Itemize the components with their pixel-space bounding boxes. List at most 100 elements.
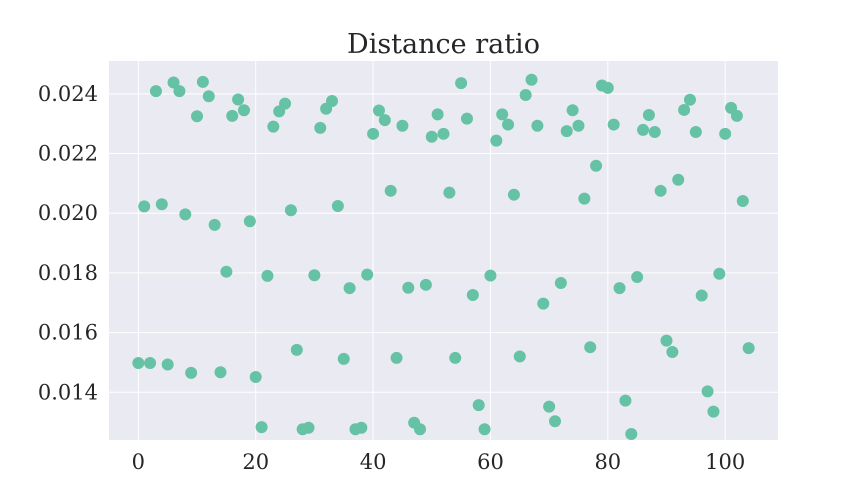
data-point bbox=[730, 109, 743, 122]
data-point bbox=[490, 134, 503, 147]
data-point bbox=[402, 281, 415, 294]
data-point bbox=[431, 108, 444, 121]
data-point bbox=[249, 371, 262, 384]
data-point bbox=[414, 423, 427, 436]
chart-title: Distance ratio bbox=[347, 29, 540, 60]
data-point bbox=[513, 350, 526, 363]
data-point bbox=[237, 104, 250, 117]
data-point bbox=[519, 89, 532, 102]
data-point bbox=[695, 289, 708, 302]
data-point bbox=[472, 399, 485, 412]
data-point bbox=[331, 200, 344, 213]
x-tick-label: 60 bbox=[477, 450, 504, 474]
data-point bbox=[566, 104, 579, 117]
data-point bbox=[719, 127, 732, 140]
data-point bbox=[443, 186, 456, 199]
data-point bbox=[613, 282, 626, 295]
data-point bbox=[437, 127, 450, 140]
data-point bbox=[484, 269, 497, 282]
data-point bbox=[601, 81, 614, 94]
data-point bbox=[132, 357, 145, 370]
y-tick-label: 0.024 bbox=[38, 82, 98, 106]
data-point bbox=[425, 130, 438, 143]
x-axis-ticks: 0 20 40 60 80 100 bbox=[132, 450, 746, 474]
data-point bbox=[179, 208, 192, 221]
y-tick-label: 0.014 bbox=[38, 380, 98, 404]
x-tick-label: 80 bbox=[594, 450, 621, 474]
data-point bbox=[683, 93, 696, 106]
data-point bbox=[261, 269, 274, 282]
data-point bbox=[672, 173, 685, 186]
data-point bbox=[167, 76, 180, 89]
data-point bbox=[384, 184, 397, 197]
data-point bbox=[185, 366, 198, 379]
data-point bbox=[144, 357, 157, 370]
plot-background bbox=[109, 61, 778, 440]
data-point bbox=[660, 334, 673, 347]
data-point bbox=[202, 90, 215, 103]
data-point bbox=[267, 120, 280, 133]
data-point bbox=[631, 271, 644, 284]
data-point bbox=[554, 277, 567, 290]
data-point bbox=[226, 109, 239, 122]
data-point bbox=[343, 282, 356, 295]
data-point bbox=[619, 394, 632, 407]
data-point bbox=[372, 104, 385, 117]
data-point bbox=[531, 119, 544, 132]
data-point bbox=[455, 77, 468, 90]
data-point bbox=[314, 121, 327, 134]
x-tick-label: 40 bbox=[360, 450, 387, 474]
data-points bbox=[132, 73, 755, 441]
data-point bbox=[138, 200, 151, 213]
data-point bbox=[625, 428, 638, 441]
data-point bbox=[326, 94, 338, 107]
data-point bbox=[302, 421, 315, 434]
y-tick-label: 0.018 bbox=[38, 261, 98, 285]
data-point bbox=[232, 93, 245, 106]
data-point bbox=[279, 97, 292, 110]
data-point bbox=[654, 184, 667, 197]
data-point bbox=[584, 341, 597, 354]
data-point bbox=[378, 114, 391, 127]
data-point bbox=[308, 269, 321, 282]
grid bbox=[109, 61, 778, 440]
data-point bbox=[161, 358, 174, 371]
data-point bbox=[191, 110, 204, 123]
data-point bbox=[502, 118, 515, 131]
data-point bbox=[214, 366, 227, 379]
data-point bbox=[678, 103, 691, 116]
y-tick-label: 0.022 bbox=[38, 142, 98, 166]
data-point bbox=[537, 297, 550, 310]
data-point bbox=[648, 126, 661, 139]
data-point bbox=[607, 118, 620, 131]
y-tick-label: 0.016 bbox=[38, 321, 98, 345]
data-point bbox=[525, 73, 538, 86]
data-point bbox=[243, 215, 256, 228]
data-point bbox=[736, 194, 749, 207]
data-point bbox=[637, 123, 650, 136]
data-point bbox=[689, 126, 702, 139]
data-point bbox=[707, 405, 720, 418]
data-point bbox=[560, 125, 573, 138]
x-tick-label: 20 bbox=[242, 450, 269, 474]
data-point bbox=[149, 85, 162, 98]
data-point bbox=[396, 119, 409, 132]
data-point bbox=[220, 265, 233, 278]
data-point bbox=[361, 268, 374, 281]
data-point bbox=[460, 112, 473, 125]
data-point bbox=[367, 127, 380, 140]
data-point bbox=[337, 352, 350, 365]
data-point bbox=[208, 218, 221, 231]
data-point bbox=[449, 351, 462, 364]
data-point bbox=[642, 109, 655, 122]
data-point bbox=[701, 385, 714, 398]
data-point bbox=[713, 267, 726, 280]
data-point bbox=[466, 288, 479, 301]
y-axis-ticks: 0.014 0.016 0.018 0.020 0.022 0.024 bbox=[38, 82, 98, 404]
data-point bbox=[196, 75, 209, 88]
data-point bbox=[496, 108, 509, 121]
data-point bbox=[290, 343, 303, 356]
data-point bbox=[478, 423, 491, 436]
data-point bbox=[390, 351, 403, 364]
data-point bbox=[284, 204, 297, 217]
